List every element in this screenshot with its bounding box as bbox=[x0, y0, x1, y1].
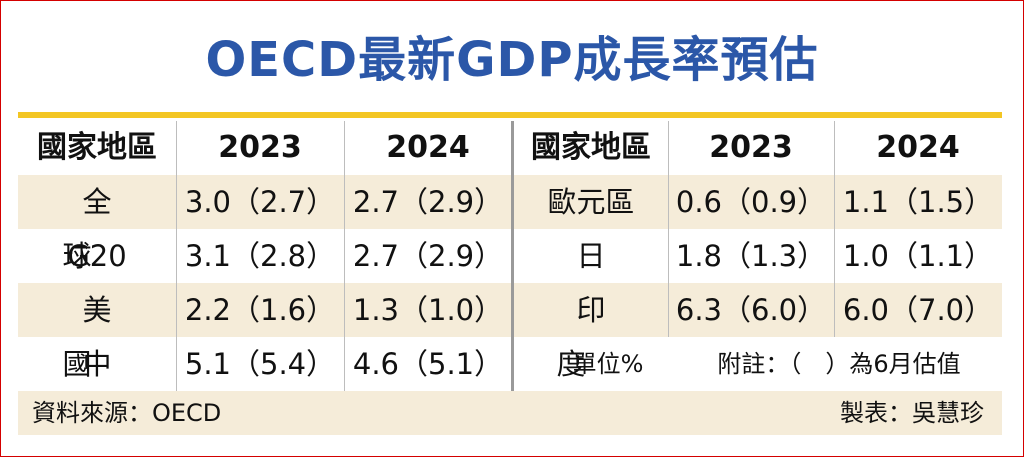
table-header-row: 國家地區 2023 2024 國家地區 2023 2024 bbox=[18, 121, 1002, 175]
region-cell: 印度 bbox=[556, 293, 646, 381]
remark-note: 附註：（ ）為6月估值 bbox=[717, 350, 961, 378]
column-divider bbox=[344, 121, 345, 391]
value-cell: 3.1（2.8） bbox=[184, 239, 336, 273]
value-cell: 1.1（1.5） bbox=[842, 185, 994, 219]
right-header-2023: 2023 bbox=[709, 130, 793, 165]
value-cell: 6.3（6.0） bbox=[675, 293, 827, 327]
value-cell: 0.6（0.9） bbox=[675, 185, 827, 219]
value-cell: 2.2（1.6） bbox=[184, 293, 336, 327]
unit-note: 單位% bbox=[572, 350, 644, 378]
column-divider bbox=[176, 121, 177, 391]
table-row: 美國 2.2（1.6） 1.3（1.0） 印度 6.3（6.0） 6.0（7.0… bbox=[18, 283, 1002, 381]
value-cell: 2.7（2.9） bbox=[352, 239, 504, 273]
value-cell: 6.0（7.0） bbox=[842, 293, 994, 327]
left-header-2024: 2024 bbox=[386, 130, 470, 165]
column-divider bbox=[668, 121, 669, 337]
region-cell: 歐元區 bbox=[547, 185, 635, 219]
region-cell: 全球 bbox=[62, 185, 152, 273]
credit-text: 製表：吳慧珍 bbox=[840, 399, 984, 427]
region-cell: 美國 bbox=[62, 293, 152, 381]
value-cell: 3.0（2.7） bbox=[184, 185, 336, 219]
table-center-divider bbox=[511, 121, 514, 391]
value-cell: 2.7（2.9） bbox=[352, 185, 504, 219]
value-cell: 5.1（5.4） bbox=[184, 347, 336, 381]
value-cell: 1.8（1.3） bbox=[675, 239, 827, 273]
right-header-region: 國家地區 bbox=[531, 130, 651, 165]
table-row: 中國 5.1（5.4） 4.6（5.1） 單位% 附註：（ ）為6月估值 bbox=[18, 337, 1002, 435]
table-row: G20 3.1（2.8） 2.7（2.9） 日本 1.8（1.3） 1.0（1.… bbox=[18, 229, 1002, 327]
table-row: 全球 3.0（2.7） 2.7（2.9） 歐元區 0.6（0.9） 1.1（1.… bbox=[18, 175, 1002, 273]
column-divider bbox=[834, 121, 835, 337]
page-title: OECD最新GDP成長率預估 bbox=[205, 32, 819, 88]
value-cell: 1.3（1.0） bbox=[352, 293, 504, 327]
region-cell: 中國 bbox=[62, 347, 152, 435]
source-text: 資料來源：OECD bbox=[32, 399, 222, 427]
right-header-2024: 2024 bbox=[876, 130, 960, 165]
footer-bar: 資料來源：OECD 製表：吳慧珍 bbox=[18, 391, 1002, 435]
title-underline bbox=[18, 112, 1002, 118]
value-cell: 4.6（5.1） bbox=[352, 347, 504, 381]
left-header-2023: 2023 bbox=[218, 130, 302, 165]
left-header-region: 國家地區 bbox=[37, 130, 157, 165]
value-cell: 1.0（1.1） bbox=[842, 239, 994, 273]
region-cell: 日本 bbox=[556, 239, 646, 327]
region-cell: G20 bbox=[67, 239, 127, 273]
